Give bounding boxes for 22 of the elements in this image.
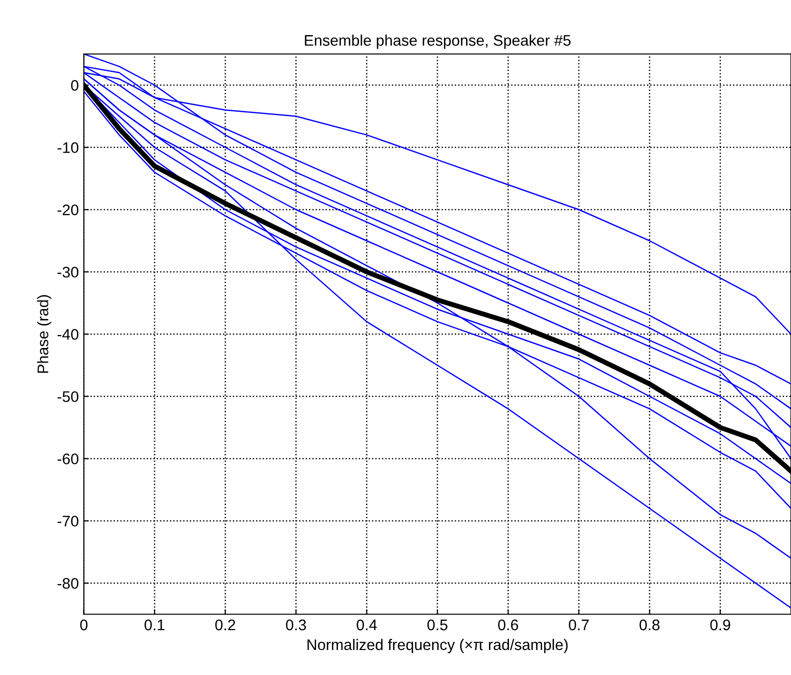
y-tick-label: -70 — [58, 516, 78, 527]
y-tick-label: -10 — [58, 142, 78, 154]
y-tick-label: -30 — [58, 266, 78, 278]
x-tick-label: 0.6 — [498, 620, 518, 630]
y-tick-label: -80 — [58, 578, 78, 589]
x-tick-label: 0.5 — [427, 620, 448, 630]
y-tick-label: -50 — [58, 391, 78, 402]
x-tick-label: 0.3 — [286, 620, 306, 630]
y-tick-label: -20 — [58, 204, 78, 216]
x-tick-label: 0.7 — [568, 620, 589, 630]
y-tick-label: 0 — [71, 80, 78, 91]
x-tick-label: 0.9 — [710, 620, 730, 630]
x-tick-label: 0.4 — [356, 620, 377, 630]
x-tick-label: 0 — [80, 620, 88, 630]
chart-title: Ensemble phase response, Speaker #5 — [304, 34, 571, 49]
x-tick-label: 0.2 — [215, 620, 236, 630]
y-tick-label: -60 — [58, 453, 78, 464]
y-tick-label: -40 — [58, 328, 78, 340]
y-axis-title: Phase (rad) — [37, 295, 52, 373]
x-tick-label: 0.1 — [144, 620, 164, 630]
x-axis-title: Normalized frequency (×π rad/sample) — [308, 638, 568, 654]
x-tick-label: 0.8 — [640, 620, 660, 630]
